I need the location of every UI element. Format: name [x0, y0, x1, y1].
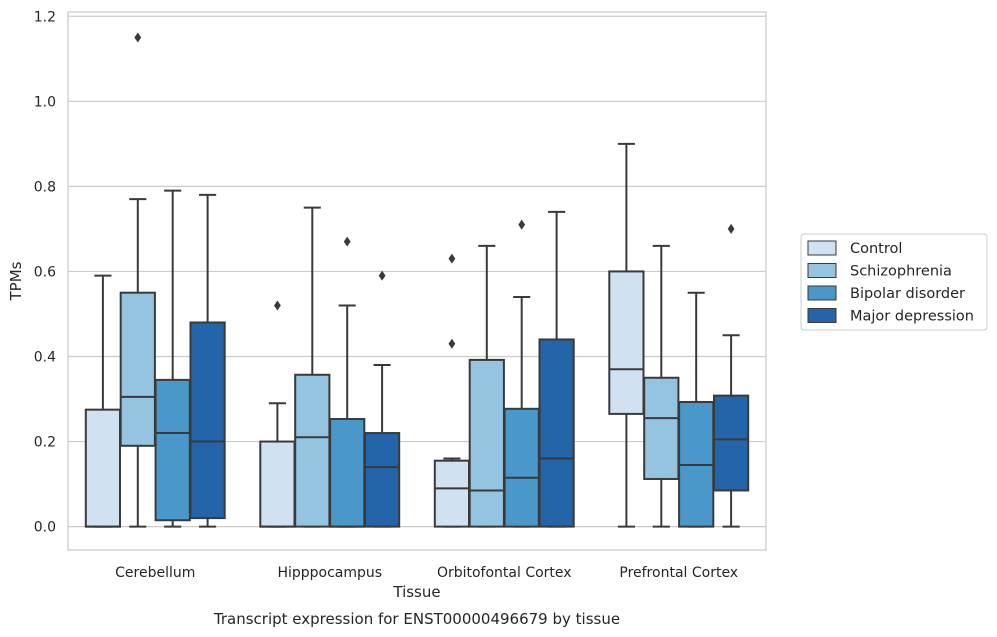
box: [84, 274, 122, 528]
plot-frame: [67, 11, 767, 551]
legend-frame: [800, 233, 988, 331]
box: [468, 244, 505, 528]
legend-swatch: [807, 285, 837, 301]
outlier-marker: [448, 253, 456, 264]
box-body: [608, 270, 645, 415]
legend: Control Schizophrenia Bipolar disorder Majo…: [800, 233, 988, 331]
box: [538, 210, 575, 528]
legend-label: Bipolar disorder: [850, 286, 965, 302]
y-tick-label: 0.0: [34, 520, 56, 536]
y-tick-label: 1.0: [34, 94, 56, 110]
legend-swatch: [807, 308, 837, 323]
box-body: [712, 394, 750, 492]
legend-label: Major depression: [850, 309, 974, 325]
box-body: [119, 291, 156, 447]
box-body: [154, 378, 191, 522]
box: [503, 219, 540, 528]
box: [119, 32, 156, 528]
y-tick-label: 0.8: [34, 179, 56, 195]
outlier-marker: [378, 270, 386, 281]
y-tick-label: 1.2: [34, 9, 56, 25]
x-axis-label: Tissue: [392, 583, 440, 601]
y-axis-label: TPMs: [7, 261, 25, 301]
box: [154, 189, 191, 528]
legend-items: Control Schizophrenia Bipolar disorder Majo…: [807, 240, 974, 325]
box: [643, 244, 680, 528]
box-body: [189, 321, 226, 520]
box: [259, 300, 296, 528]
legend-label: Control: [850, 241, 902, 257]
outlier-marker: [274, 300, 281, 311]
box: [608, 142, 645, 528]
box: [712, 223, 750, 528]
box: [189, 193, 226, 528]
legend-swatch: [807, 240, 837, 256]
y-tick-label: 0.2: [34, 435, 56, 451]
box-body: [84, 408, 122, 528]
legend-label: Schizophrenia: [850, 264, 952, 280]
box-body: [538, 338, 575, 528]
box-body: [259, 440, 296, 528]
box: [294, 206, 331, 528]
outlier-marker: [727, 223, 735, 234]
x-axis-ticks: Cerebellum Hipppocampus Orbitofontal Corte…: [115, 565, 738, 581]
outlier-marker: [448, 338, 456, 349]
box-body: [433, 459, 471, 528]
box-body: [363, 432, 401, 528]
x-tick-label: Prefrontal Cortex: [619, 565, 738, 581]
box-body: [643, 376, 680, 480]
outlier-marker: [343, 236, 351, 247]
x-tick-label: Orbitofontal Cortex: [437, 565, 572, 581]
y-tick-label: 0.4: [34, 349, 56, 365]
box: [363, 270, 401, 528]
box: [433, 253, 471, 528]
outlier-marker: [518, 219, 526, 230]
y-tick-label: 0.6: [34, 264, 56, 280]
box-body: [294, 373, 331, 528]
x-tick-label: Hipppocampus: [277, 565, 382, 581]
x-tick-label: Cerebellum: [115, 565, 195, 581]
boxes: [84, 32, 750, 528]
legend-swatch: [807, 263, 837, 278]
box: [329, 236, 366, 528]
box-body: [468, 358, 505, 528]
chart-caption: Transcript expression for ENST0000049667…: [213, 610, 620, 628]
box-body: [329, 418, 366, 528]
box: [678, 291, 715, 528]
outlier-marker: [134, 32, 142, 43]
box-body: [503, 407, 540, 528]
y-axis-ticks: 0.0 0.2 0.4 0.6 0.8 1.0 1.2: [34, 9, 56, 535]
